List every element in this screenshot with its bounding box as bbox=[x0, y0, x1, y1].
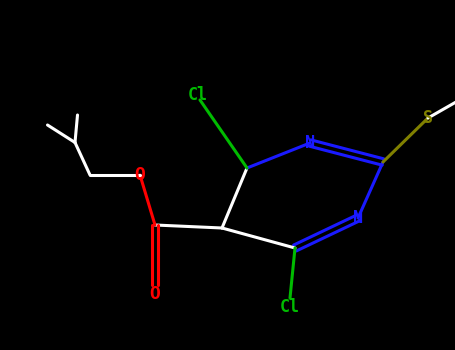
Text: Cl: Cl bbox=[280, 298, 300, 316]
Text: S: S bbox=[423, 109, 433, 127]
Text: Cl: Cl bbox=[187, 86, 207, 104]
Text: O: O bbox=[135, 166, 146, 184]
Text: N: N bbox=[305, 134, 315, 152]
Text: N: N bbox=[353, 209, 363, 227]
Text: O: O bbox=[150, 285, 161, 303]
